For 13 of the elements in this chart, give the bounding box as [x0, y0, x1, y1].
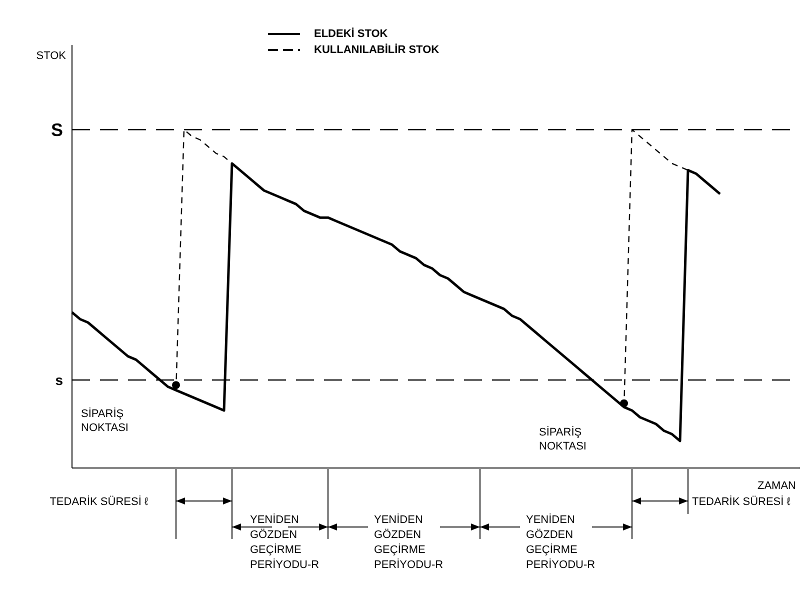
text: STOK	[36, 50, 67, 62]
legend-label: KULLANILABİLİR STOK	[314, 44, 440, 56]
text: YENİDEN GÖZDEN GEÇİRME PERİYODU-R	[526, 513, 596, 571]
text: TEDARİK SÜRESİ ℓ	[692, 495, 791, 508]
text: YENİDEN GÖZDEN GEÇİRME PERİYODU-R	[374, 513, 444, 571]
legend-label: ELDEKİ STOK	[314, 28, 388, 40]
annotation: SİPARİŞ NOKTASI	[539, 425, 586, 452]
text: TEDARİK SÜRESİ ℓ	[50, 495, 148, 508]
ref-line-label: s	[55, 372, 64, 388]
annotation: SİPARİŞ NOKTASI	[81, 407, 128, 434]
text: YENİDEN GÖZDEN GEÇİRME PERİYODU-R	[250, 513, 320, 571]
ref-line-label: S	[50, 120, 63, 140]
x-axis-title: ZAMAN	[758, 480, 796, 492]
